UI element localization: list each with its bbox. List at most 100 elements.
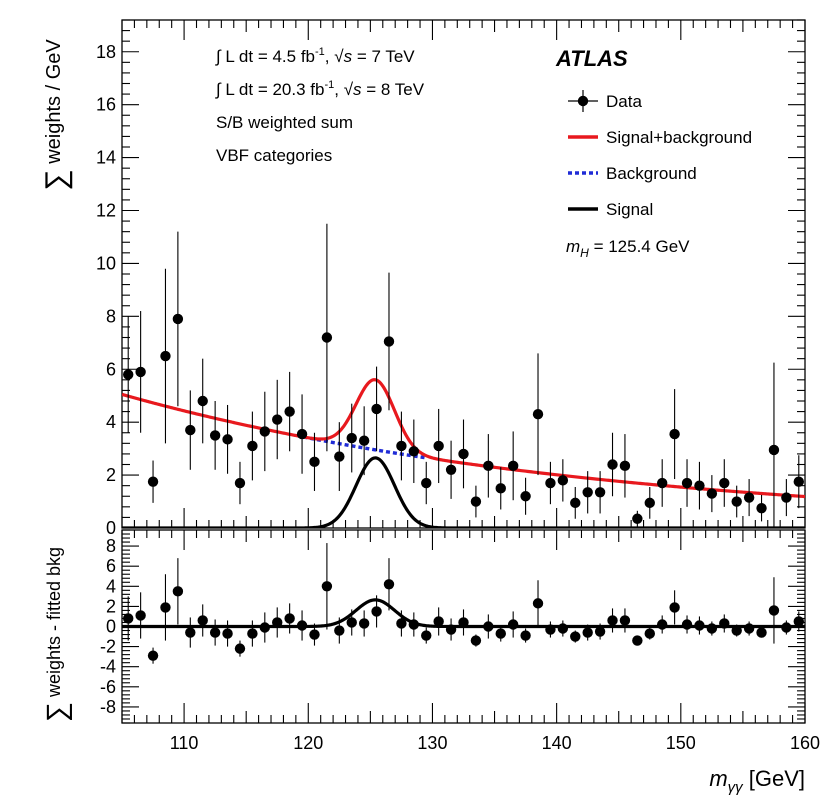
data-point <box>185 424 196 436</box>
data-point <box>321 332 333 343</box>
data-point <box>222 628 233 639</box>
main-y-axis-title: ∑ weights / GeV <box>40 39 73 191</box>
data-point <box>358 435 370 446</box>
data-point <box>483 460 494 472</box>
data-point <box>433 616 444 627</box>
y-tick-label: -4 <box>100 657 116 677</box>
legend-label: Background <box>606 164 697 183</box>
y-tick-label: 8 <box>106 306 116 326</box>
data-point <box>185 627 196 638</box>
luminosity-label-part: , <box>325 47 334 66</box>
data-point <box>135 366 146 378</box>
background-curve <box>302 435 428 460</box>
data-point <box>309 456 320 468</box>
x-tick-label: 150 <box>666 733 696 753</box>
luminosity-label-part: ∫ L dt = 4.5 fb <box>215 47 315 66</box>
y-tick-label: 0 <box>106 617 116 637</box>
x-tick-label: 160 <box>790 733 820 753</box>
data-point <box>346 617 357 628</box>
data-point <box>371 606 382 617</box>
selection-label-part: S/B weighted sum <box>216 113 353 132</box>
higgs-mass-label-part: = 125.4 GeV <box>589 237 690 256</box>
x-tick-label: 110 <box>170 733 199 753</box>
data-point <box>520 491 531 502</box>
y-tick-label: 12 <box>96 201 116 221</box>
y-tick-label: 14 <box>96 148 116 168</box>
data-point <box>495 483 506 494</box>
data-point <box>632 635 643 646</box>
data-point <box>656 477 668 489</box>
data-point <box>123 613 134 624</box>
data-point <box>545 477 556 489</box>
data-point <box>793 476 804 487</box>
data-point <box>495 628 506 639</box>
data-point <box>371 403 382 415</box>
data-point <box>768 444 780 456</box>
data-point <box>619 615 631 626</box>
data-point <box>458 448 469 460</box>
luminosity-label: ∫ L dt = 20.3 fb-1, √s = 8 TeV <box>215 79 425 99</box>
legend-label-part: Data <box>606 92 642 111</box>
data-point <box>656 619 668 630</box>
data-point <box>483 621 494 632</box>
data-point <box>408 619 420 630</box>
data-point <box>743 623 755 634</box>
data-point <box>532 598 544 609</box>
luminosity-label-part: s <box>353 80 362 99</box>
data-point <box>445 624 457 635</box>
data-point <box>706 623 718 634</box>
x-tick-label: 120 <box>293 733 323 753</box>
data-point <box>259 622 271 633</box>
residual-y-axis-title-part: ∑ <box>41 702 72 722</box>
data-point <box>272 414 283 425</box>
luminosity-label-part: -1 <box>324 79 334 91</box>
data-point <box>197 615 208 626</box>
data-point <box>694 480 705 491</box>
data-point <box>557 623 569 634</box>
data-point <box>160 350 171 362</box>
data-point <box>669 602 680 613</box>
category-label-part: VBF categories <box>216 146 332 165</box>
experiment-label-part: ATLAS <box>555 46 628 71</box>
legend-label-part: Background <box>606 164 697 183</box>
data-point <box>259 426 271 437</box>
data-point <box>681 619 693 630</box>
higgs-mass-label: mH = 125.4 GeV <box>566 237 690 260</box>
data-point <box>570 497 581 509</box>
data-point <box>731 625 742 636</box>
main-y-axis-title-part: weights / GeV <box>43 39 65 170</box>
luminosity-label-part: s <box>344 47 353 66</box>
y-tick-label: 0 <box>106 518 116 538</box>
data-point <box>681 477 693 489</box>
x-axis-title-part: γγ <box>728 779 745 796</box>
data-point <box>296 620 308 631</box>
data-point <box>743 492 755 503</box>
data-points-group <box>123 223 804 528</box>
residual-y-axis-title-part: weights - fitted bkg <box>44 547 64 702</box>
data-point <box>458 617 469 628</box>
luminosity-label: ∫ L dt = 4.5 fb-1, √s = 7 TeV <box>215 46 415 66</box>
data-point <box>408 446 420 457</box>
data-point <box>507 619 519 630</box>
data-point <box>557 475 569 486</box>
data-point <box>383 336 395 347</box>
y-tick-label: 4 <box>106 412 116 432</box>
data-point <box>135 610 146 621</box>
x-axis-title: mγγ [GeV] <box>709 766 805 796</box>
data-point <box>346 432 357 444</box>
data-point <box>669 428 680 440</box>
data-point <box>358 618 370 629</box>
data-point <box>756 627 767 638</box>
data-point <box>594 626 606 637</box>
data-point <box>309 629 320 640</box>
legend-label: Signal <box>606 200 653 219</box>
y-tick-label: 6 <box>106 556 116 576</box>
higgs-mass-label-part: m <box>566 237 580 256</box>
data-point <box>209 430 221 441</box>
higgs-mass-label-part: H <box>580 246 589 260</box>
data-point <box>284 613 295 624</box>
data-point <box>209 627 221 638</box>
luminosity-label-part: √ <box>334 47 344 66</box>
data-point <box>147 476 159 487</box>
data-point <box>247 628 258 639</box>
